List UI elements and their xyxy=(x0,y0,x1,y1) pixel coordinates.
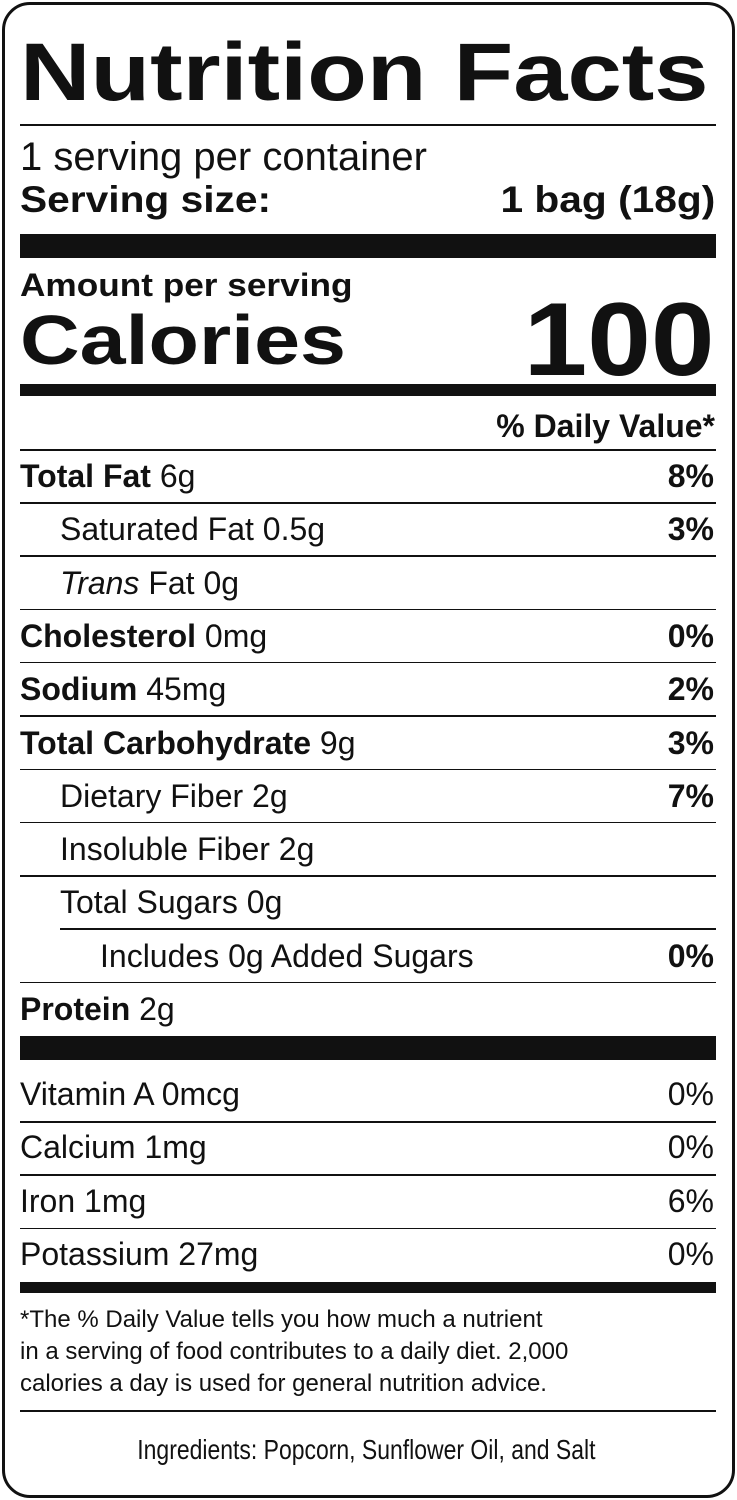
nutrient-dv: 2% xyxy=(667,671,714,708)
nutrient-row: Total Sugars 0g xyxy=(60,876,714,929)
rule xyxy=(20,124,716,126)
nutrient-dv: 3% xyxy=(667,724,714,761)
rule xyxy=(20,661,716,664)
rule xyxy=(20,768,716,770)
nutrient-row: Includes 0g Added Sugars 0% xyxy=(100,930,714,983)
nutrient-dv: 0% xyxy=(667,617,714,654)
rule xyxy=(20,449,716,451)
nutrient-amount: 6g xyxy=(159,458,196,494)
vitamin-amount: 1mg xyxy=(144,1129,207,1166)
nutrient-row: Insoluble Fiber 2g xyxy=(60,823,714,876)
vitamin-dv: 0% xyxy=(667,1235,714,1272)
rule xyxy=(20,502,716,504)
thick-rule xyxy=(20,1036,716,1060)
rule xyxy=(60,928,716,930)
nutrient-row: Saturated Fat 0.5g 3% xyxy=(60,503,714,556)
vitamin-name: Potassium xyxy=(20,1235,170,1272)
vitamin-row: Vitamin A 0mcg 0% xyxy=(20,1068,714,1121)
nutrient-amount: 2g xyxy=(139,991,175,1027)
vitamin-row: Calcium 1mg 0% xyxy=(20,1121,714,1174)
footnote-line: *The % Daily Value tells you how much a … xyxy=(20,1306,543,1333)
nutrient-name: Insoluble Fiber xyxy=(60,831,270,868)
nutrient-row: Cholesterol 0mg 0% xyxy=(20,610,714,663)
rule xyxy=(20,875,716,877)
nutrient-name: Fat xyxy=(148,564,195,601)
rule xyxy=(20,1227,716,1230)
nutrient-dv: 3% xyxy=(667,511,714,548)
vitamin-row: Potassium 27mg 0% xyxy=(20,1228,714,1281)
ingredients-wrap: Ingredients: Popcorn, Sunflower Oil, and… xyxy=(0,1430,733,1470)
nutrient-row: Total Fat 6g 8% xyxy=(20,450,714,503)
vitamin-dv: 0% xyxy=(667,1076,714,1112)
thick-rule xyxy=(20,384,716,396)
nutrient-amount: 2g xyxy=(278,831,315,868)
nutrient-name: Sodium xyxy=(20,671,138,708)
vitamin-dv: 6% xyxy=(667,1182,714,1219)
nutrient-name: Total Fat xyxy=(20,458,151,494)
nutrient-amount: 45mg xyxy=(146,671,227,708)
calories-label: Calories xyxy=(20,301,346,379)
rule xyxy=(20,981,716,984)
thick-rule xyxy=(20,234,716,258)
nutrient-dv: 7% xyxy=(667,777,714,814)
nutrient-amount: 0g xyxy=(203,564,240,601)
vitamin-amount: 27mg xyxy=(178,1235,259,1272)
daily-value-header: % Daily Value* xyxy=(496,408,715,444)
nutrient-row: Total Carbohydrate 9g 3% xyxy=(20,717,714,770)
ingredients: Ingredients: Popcorn, Sunflower Oil, and… xyxy=(137,1434,596,1465)
vitamin-name: Calcium xyxy=(20,1129,136,1166)
vitamin-amount: 0mcg xyxy=(161,1076,240,1112)
nutrient-row: Trans Fat 0g xyxy=(60,557,714,610)
nutrient-dv: 0% xyxy=(667,937,714,974)
footnote-line: in a serving of food contributes to a da… xyxy=(20,1338,569,1365)
rule xyxy=(20,1174,716,1176)
footnote-line: calories a day is used for general nutri… xyxy=(20,1370,547,1397)
nutrient-amount: 0g xyxy=(246,884,283,921)
nutrient-row: Sodium 45mg 2% xyxy=(20,663,714,716)
serving-size-value: 1 bag (18g) xyxy=(500,179,715,220)
rule xyxy=(20,1410,716,1412)
servings: 1 serving per container xyxy=(20,135,427,179)
vitamin-dv: 0% xyxy=(667,1129,714,1166)
nutrient-name: Saturated Fat xyxy=(60,511,254,548)
nutrient-name: Protein xyxy=(20,991,131,1027)
nutrient-name: Total Sugars xyxy=(60,884,238,921)
title: Nutrition Facts xyxy=(20,27,709,118)
rule xyxy=(20,715,716,717)
nutrient-amount: 0mg xyxy=(204,617,268,654)
calories-value: 100 xyxy=(524,282,715,398)
vitamin-name: Iron xyxy=(20,1182,76,1219)
nutrient-name: Dietary Fiber xyxy=(60,777,244,814)
rule xyxy=(20,555,716,557)
nutrient-name: Includes 0g Added Sugars xyxy=(100,937,474,974)
rule xyxy=(20,608,716,611)
serving-size-label: Serving size: xyxy=(20,179,272,220)
thick-rule xyxy=(20,1282,716,1293)
vitamin-amount: 1mg xyxy=(84,1182,147,1219)
nutrient-amount: 2g xyxy=(252,777,288,814)
nutrient-name-italic: Trans xyxy=(60,564,140,601)
nutrient-dv: 8% xyxy=(667,458,714,494)
nutrient-name: Cholesterol xyxy=(20,617,197,654)
nutrient-row: Dietary Fiber 2g 7% xyxy=(60,770,714,823)
rule xyxy=(20,1121,716,1123)
amount-per-serving: Amount per serving xyxy=(20,267,353,303)
vitamin-name: Vitamin A xyxy=(20,1076,153,1112)
nutrient-name: Total Carbohydrate xyxy=(20,724,311,761)
nutrient-amount: 9g xyxy=(319,724,356,761)
rule xyxy=(20,821,716,824)
nutrient-amount: 0.5g xyxy=(262,511,326,548)
nutrient-row: Protein 2g xyxy=(20,983,714,1036)
vitamin-row: Iron 1mg 6% xyxy=(20,1175,714,1228)
